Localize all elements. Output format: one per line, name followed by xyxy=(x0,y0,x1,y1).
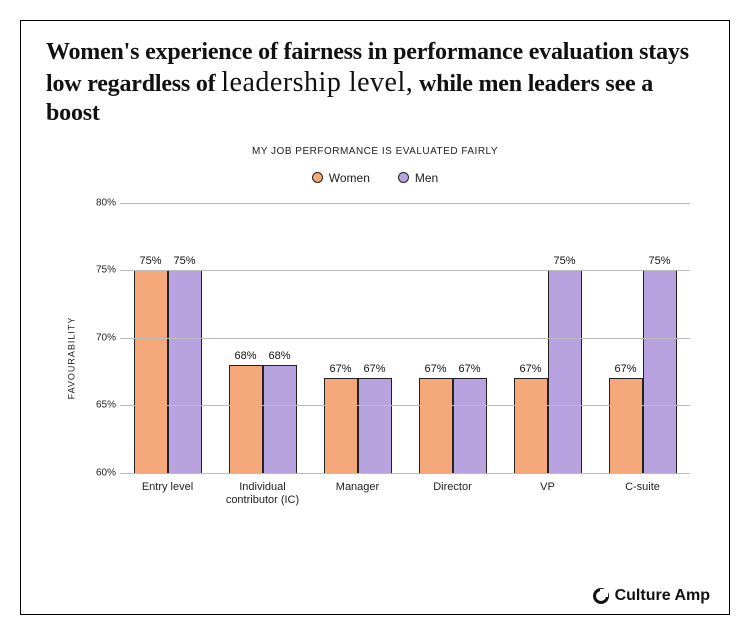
brand-name: Culture Amp xyxy=(615,587,710,605)
y-axis-title: FAVOURABILITY xyxy=(66,316,76,399)
bar-value-label: 67% xyxy=(329,363,351,375)
bar-value-label: 75% xyxy=(173,255,195,267)
bar-value-label: 67% xyxy=(363,363,385,375)
bar-value-label: 75% xyxy=(553,255,575,267)
bar-men: 67% xyxy=(358,378,392,473)
y-tick-label: 60% xyxy=(86,467,116,478)
y-tick-label: 75% xyxy=(86,265,116,276)
grid-line xyxy=(120,405,690,406)
bar-value-label: 75% xyxy=(648,255,670,267)
chart-area: FAVOURABILITY 75%75%68%68%67%67%67%67%67… xyxy=(90,203,690,513)
legend-item-women: Women xyxy=(312,171,370,185)
bar-women: 67% xyxy=(419,378,453,473)
bar-men: 75% xyxy=(548,270,582,473)
x-tick-label: Director xyxy=(405,473,500,513)
chart-heading: Women's experience of fairness in perfor… xyxy=(20,20,730,138)
bar-men: 75% xyxy=(643,270,677,473)
chart-card: Women's experience of fairness in perfor… xyxy=(0,0,750,635)
bar-women: 67% xyxy=(609,378,643,473)
x-tick-label: Manager xyxy=(310,473,405,513)
bar-women: 68% xyxy=(229,365,263,473)
bar-women: 75% xyxy=(134,270,168,473)
x-tick-label: VP xyxy=(500,473,595,513)
legend-swatch-women xyxy=(312,172,323,183)
bar-value-label: 67% xyxy=(458,363,480,375)
x-tick-label: C-suite xyxy=(595,473,690,513)
brand-icon xyxy=(593,588,609,604)
grid-line xyxy=(120,270,690,271)
bar-men: 75% xyxy=(168,270,202,473)
legend: Women Men xyxy=(20,171,730,185)
bar-women: 67% xyxy=(514,378,548,473)
x-axis-labels: Entry levelIndividual contributor (IC)Ma… xyxy=(120,473,690,513)
bar-value-label: 67% xyxy=(614,363,636,375)
y-tick-label: 70% xyxy=(86,332,116,343)
bar-men: 68% xyxy=(263,365,297,473)
x-tick-label: Entry level xyxy=(120,473,215,513)
bar-men: 67% xyxy=(453,378,487,473)
bar-value-label: 68% xyxy=(268,350,290,362)
legend-swatch-men xyxy=(398,172,409,183)
bar-women: 67% xyxy=(324,378,358,473)
bar-value-label: 75% xyxy=(139,255,161,267)
bar-value-label: 67% xyxy=(519,363,541,375)
y-tick-label: 80% xyxy=(86,197,116,208)
grid-line xyxy=(120,338,690,339)
plot-area: 75%75%68%68%67%67%67%67%67%75%67%75% 60%… xyxy=(120,203,690,473)
legend-label-men: Men xyxy=(415,171,438,185)
bar-value-label: 68% xyxy=(234,350,256,362)
bar-value-label: 67% xyxy=(424,363,446,375)
x-tick-label: Individual contributor (IC) xyxy=(215,473,310,513)
grid-line xyxy=(120,203,690,204)
heading-cursive: leadership level, xyxy=(221,67,413,98)
legend-label-women: Women xyxy=(329,171,370,185)
y-tick-label: 65% xyxy=(86,400,116,411)
brand-logo: Culture Amp xyxy=(593,587,710,605)
chart-subtitle: MY JOB PERFORMANCE IS EVALUATED FAIRLY xyxy=(20,146,730,157)
legend-item-men: Men xyxy=(398,171,438,185)
